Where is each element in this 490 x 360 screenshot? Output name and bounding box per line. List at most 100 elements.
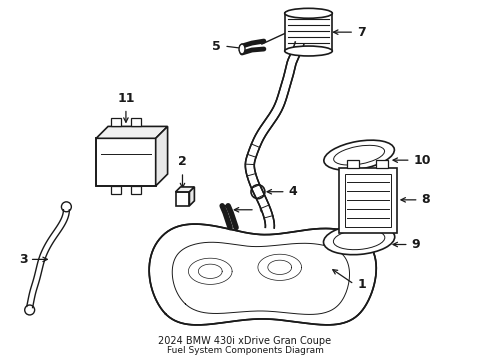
Polygon shape	[295, 43, 304, 46]
Polygon shape	[265, 222, 274, 224]
Polygon shape	[293, 49, 301, 53]
Ellipse shape	[285, 46, 332, 56]
Polygon shape	[294, 46, 302, 50]
Polygon shape	[260, 127, 268, 132]
Polygon shape	[279, 93, 288, 96]
Polygon shape	[278, 93, 287, 96]
Polygon shape	[265, 220, 274, 222]
Polygon shape	[294, 44, 303, 47]
Polygon shape	[258, 198, 267, 203]
Text: 8: 8	[421, 193, 430, 206]
Polygon shape	[285, 69, 294, 71]
Bar	[285, 13, 332, 51]
Polygon shape	[276, 100, 285, 104]
Polygon shape	[293, 48, 302, 51]
Polygon shape	[288, 60, 296, 64]
Polygon shape	[251, 185, 260, 190]
Text: 1: 1	[357, 278, 366, 291]
Polygon shape	[253, 139, 262, 144]
Polygon shape	[288, 61, 296, 64]
Polygon shape	[257, 197, 266, 202]
Polygon shape	[281, 85, 290, 89]
Polygon shape	[294, 47, 302, 51]
Polygon shape	[254, 138, 262, 143]
Polygon shape	[245, 162, 254, 164]
Polygon shape	[253, 189, 262, 194]
Polygon shape	[273, 108, 281, 113]
Polygon shape	[248, 151, 257, 155]
Polygon shape	[246, 172, 256, 176]
Bar	[175, 192, 190, 206]
Ellipse shape	[324, 140, 394, 170]
Polygon shape	[286, 65, 295, 68]
Polygon shape	[270, 112, 278, 117]
Polygon shape	[265, 223, 274, 225]
Polygon shape	[280, 89, 289, 93]
Polygon shape	[285, 71, 294, 74]
Polygon shape	[286, 64, 295, 67]
Bar	[131, 118, 141, 126]
Polygon shape	[251, 144, 260, 149]
Text: 2: 2	[178, 155, 187, 168]
Polygon shape	[268, 116, 276, 122]
Polygon shape	[279, 90, 288, 93]
Polygon shape	[294, 44, 303, 48]
Polygon shape	[254, 136, 263, 141]
Ellipse shape	[239, 44, 245, 54]
Polygon shape	[260, 204, 269, 208]
Polygon shape	[287, 62, 296, 65]
Bar	[376, 160, 388, 168]
Polygon shape	[275, 104, 283, 108]
Polygon shape	[249, 179, 258, 184]
Polygon shape	[246, 159, 255, 162]
Polygon shape	[285, 69, 294, 72]
Polygon shape	[272, 109, 280, 114]
Polygon shape	[282, 83, 291, 86]
Polygon shape	[266, 226, 274, 228]
Polygon shape	[265, 218, 273, 221]
Polygon shape	[292, 51, 300, 55]
Polygon shape	[264, 121, 271, 127]
Polygon shape	[265, 217, 273, 220]
Polygon shape	[262, 209, 271, 213]
Polygon shape	[257, 131, 266, 136]
Polygon shape	[269, 115, 276, 121]
Polygon shape	[284, 74, 293, 77]
Polygon shape	[276, 100, 285, 104]
Polygon shape	[263, 212, 272, 216]
Polygon shape	[284, 76, 293, 79]
Polygon shape	[286, 68, 294, 71]
Polygon shape	[279, 91, 288, 95]
Polygon shape	[246, 170, 255, 173]
Polygon shape	[290, 54, 298, 59]
Polygon shape	[277, 97, 286, 101]
Polygon shape	[248, 152, 257, 156]
Polygon shape	[261, 125, 269, 131]
Polygon shape	[264, 121, 272, 127]
Text: 7: 7	[357, 26, 366, 39]
Polygon shape	[246, 171, 255, 175]
Polygon shape	[250, 181, 259, 185]
Polygon shape	[291, 54, 299, 58]
Polygon shape	[292, 51, 300, 56]
Polygon shape	[247, 153, 256, 157]
Polygon shape	[263, 123, 270, 129]
Polygon shape	[247, 175, 256, 179]
Polygon shape	[286, 67, 294, 69]
Polygon shape	[149, 224, 376, 325]
Polygon shape	[295, 43, 303, 46]
Polygon shape	[287, 62, 296, 66]
Polygon shape	[190, 187, 195, 206]
Polygon shape	[246, 158, 255, 161]
Polygon shape	[285, 71, 294, 73]
Polygon shape	[273, 106, 282, 111]
Polygon shape	[247, 174, 256, 177]
Polygon shape	[278, 96, 287, 99]
Polygon shape	[261, 126, 269, 132]
Polygon shape	[278, 94, 287, 98]
Text: 5: 5	[213, 40, 221, 53]
Polygon shape	[264, 213, 272, 217]
Polygon shape	[275, 102, 284, 106]
Polygon shape	[156, 126, 168, 186]
Polygon shape	[293, 48, 301, 52]
